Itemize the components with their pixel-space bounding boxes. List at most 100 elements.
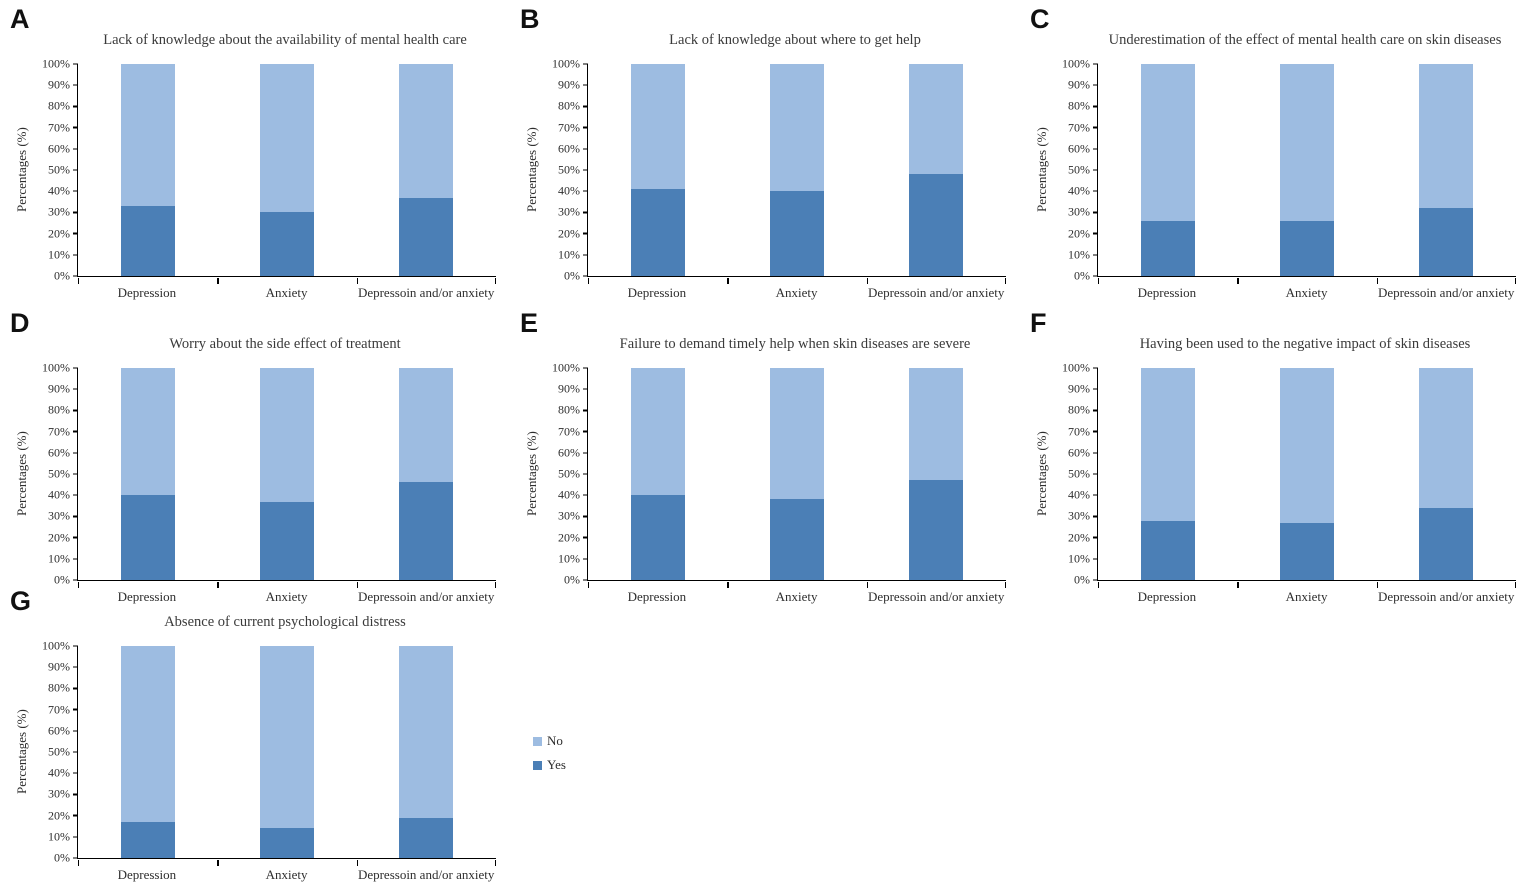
y-tick-mark bbox=[73, 452, 78, 454]
y-tick-mark bbox=[73, 63, 78, 65]
stacked-bar-anxiety bbox=[769, 368, 825, 580]
y-axis-tick: 100% bbox=[42, 361, 78, 376]
y-axis-tick: 20% bbox=[558, 226, 588, 241]
y-tick-label: 90% bbox=[1068, 77, 1090, 92]
y-axis-tick: 40% bbox=[48, 184, 78, 199]
y-tick-label: 20% bbox=[48, 226, 70, 241]
bar-group-anxiety bbox=[217, 368, 356, 580]
bar-group-depression bbox=[588, 64, 727, 276]
chart-title: Underestimation of the effect of mental … bbox=[1108, 32, 1502, 48]
y-axis-tick: 60% bbox=[48, 141, 78, 156]
y-tick-label: 50% bbox=[48, 466, 70, 481]
y-tick-mark bbox=[583, 473, 588, 475]
x-axis-tick bbox=[78, 277, 80, 284]
x-category-label: Depression bbox=[627, 589, 687, 604]
chart-title: Worry about the side effect of treatment bbox=[169, 336, 401, 352]
plot-area bbox=[587, 368, 1006, 588]
y-tick-label: 100% bbox=[42, 360, 70, 375]
y-tick-mark bbox=[1093, 232, 1098, 235]
bar-group-anxiety bbox=[727, 64, 866, 276]
stacked-bar-anxiety bbox=[259, 64, 315, 276]
y-tick-mark bbox=[583, 515, 588, 518]
bar-group-anxiety bbox=[217, 646, 356, 858]
stacked-bar-depressoin-and-or-anxiety bbox=[399, 646, 454, 858]
y-axis-tick: 10% bbox=[1068, 247, 1098, 262]
y-tick-mark bbox=[73, 515, 78, 518]
y-tick-label: 60% bbox=[48, 445, 70, 460]
chart-area: Percentages (%) 100% 90% 80% 70% 60% 50% 40% 30… bbox=[524, 361, 1006, 604]
plot-column: Depression Anxiety Depressoin and/or anxie… bbox=[587, 368, 1006, 604]
bar-segment-no bbox=[399, 368, 454, 483]
x-axis-tick bbox=[78, 859, 80, 866]
x-axis-labels: Depression Anxiety Depressoin and/or anxie… bbox=[1097, 589, 1516, 605]
y-tick-label: 40% bbox=[558, 487, 580, 502]
y-axis-tick: 20% bbox=[1068, 226, 1098, 241]
y-tick-mark bbox=[1093, 254, 1098, 256]
stacked-bar-depression bbox=[120, 368, 175, 580]
bar-segment-no bbox=[1419, 64, 1474, 209]
stacked-bar-depression bbox=[630, 368, 685, 580]
y-tick-label: 80% bbox=[1068, 98, 1090, 113]
y-tick-mark bbox=[1093, 148, 1098, 150]
y-axis-tick: 80% bbox=[48, 403, 78, 418]
x-category-label: Depressoin and/or anxiety bbox=[357, 867, 495, 882]
y-axis-tick: 20% bbox=[48, 530, 78, 545]
y-tick-label: 0% bbox=[564, 268, 580, 283]
y-tick-label: 60% bbox=[48, 141, 70, 156]
stacked-bar-depression bbox=[120, 646, 175, 858]
plot-column: Depression Anxiety Depressoin and/or anxie… bbox=[1097, 64, 1516, 300]
x-category-label: Anxiety bbox=[265, 285, 308, 300]
chart-panel: G Absence of current psychological distr… bbox=[8, 586, 508, 883]
x-axis-tick bbox=[588, 277, 590, 284]
y-tick-label: 80% bbox=[1068, 402, 1090, 417]
y-tick-mark bbox=[73, 772, 78, 774]
panel-letter: D bbox=[10, 308, 30, 338]
y-tick-mark bbox=[73, 666, 78, 668]
y-tick-mark bbox=[1093, 367, 1098, 369]
y-tick-label: 50% bbox=[558, 466, 580, 481]
y-tick-mark bbox=[73, 814, 78, 817]
y-tick-mark bbox=[1093, 536, 1098, 539]
y-tick-label: 80% bbox=[558, 98, 580, 113]
y-tick-label: 30% bbox=[48, 508, 70, 523]
y-axis-tick: 0% bbox=[564, 269, 588, 284]
y-tick-label: 70% bbox=[1068, 424, 1090, 439]
bar-segment-yes bbox=[1419, 208, 1474, 276]
x-category-label: Depression bbox=[117, 285, 177, 300]
bar-segment-yes bbox=[1279, 522, 1335, 580]
bar-segment-yes bbox=[120, 206, 175, 276]
y-tick-mark bbox=[583, 190, 588, 192]
y-tick-mark bbox=[1093, 515, 1098, 518]
y-tick-label: 40% bbox=[558, 183, 580, 198]
chart-title: Lack of knowledge about the availability… bbox=[103, 32, 467, 48]
y-tick-label: 10% bbox=[48, 829, 70, 844]
x-axis-labels: Depression Anxiety Depressoin and/or anxie… bbox=[77, 867, 496, 883]
y-tick-label: 70% bbox=[48, 702, 70, 717]
bar-segment-no bbox=[1419, 368, 1474, 508]
chart-title: Failure to demand timely help when skin … bbox=[619, 336, 971, 352]
y-tick-label: 20% bbox=[48, 530, 70, 545]
stacked-bar-depressoin-and-or-anxiety bbox=[909, 64, 964, 276]
y-tick-mark bbox=[1093, 409, 1098, 412]
y-axis-tick: 70% bbox=[558, 424, 588, 439]
x-category-label: Anxiety bbox=[775, 285, 818, 300]
y-axis-tick: 30% bbox=[558, 205, 588, 220]
legend-label-no: No bbox=[547, 733, 563, 748]
bar-segment-yes bbox=[259, 212, 315, 276]
y-tick-label: 100% bbox=[552, 360, 580, 375]
y-tick-label: 0% bbox=[1074, 572, 1090, 587]
y-tick-mark bbox=[73, 84, 78, 86]
bar-group-depressoin-and-or-anxiety bbox=[867, 368, 1006, 580]
bar-segment-yes bbox=[399, 817, 454, 858]
y-axis-tick: 60% bbox=[48, 445, 78, 460]
y-tick-mark bbox=[1093, 190, 1098, 192]
y-tick-mark bbox=[583, 148, 588, 150]
bar-segment-yes bbox=[630, 189, 685, 276]
chart-area: Percentages (%) 100% 90% 80% 70% 60% 50% 40% 30… bbox=[524, 57, 1006, 300]
y-axis-tick: 30% bbox=[1068, 205, 1098, 220]
bar-segment-yes bbox=[769, 499, 825, 580]
y-axis-tick: 40% bbox=[1068, 488, 1098, 503]
y-tick-mark bbox=[1093, 84, 1098, 86]
y-axis: 100% 90% 80% 70% 60% 50% 40% 30% 20% 10% 0% bbox=[541, 361, 588, 587]
y-axis: 100% 90% 80% 70% 60% 50% 40% 30% 20% 10% 0% bbox=[1051, 57, 1098, 283]
